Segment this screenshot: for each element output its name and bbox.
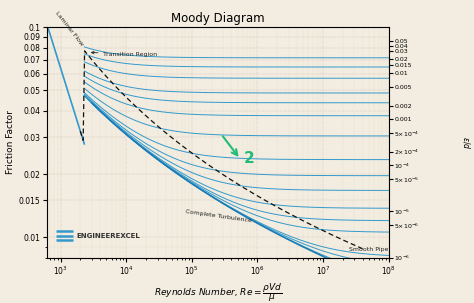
Text: 2: 2 xyxy=(244,151,255,166)
Text: Complete Turbulence: Complete Turbulence xyxy=(185,209,252,223)
Text: Transition Region: Transition Region xyxy=(91,51,157,57)
Text: Smooth Pipe: Smooth Pipe xyxy=(349,247,389,252)
X-axis label: Reynolds Number, $Re = \dfrac{\rho V d}{\mu}$: Reynolds Number, $Re = \dfrac{\rho V d}{… xyxy=(154,281,282,303)
Text: Laminar Flow: Laminar Flow xyxy=(54,10,84,46)
Y-axis label: Relative Pipe Roughness
$\varepsilon/d$: Relative Pipe Roughness $\varepsilon/d$ xyxy=(461,95,474,189)
Title: Moody Diagram: Moody Diagram xyxy=(171,12,265,25)
Y-axis label: Friction Factor: Friction Factor xyxy=(6,111,15,174)
Text: ENGINEEREXCEL: ENGINEEREXCEL xyxy=(76,233,140,239)
